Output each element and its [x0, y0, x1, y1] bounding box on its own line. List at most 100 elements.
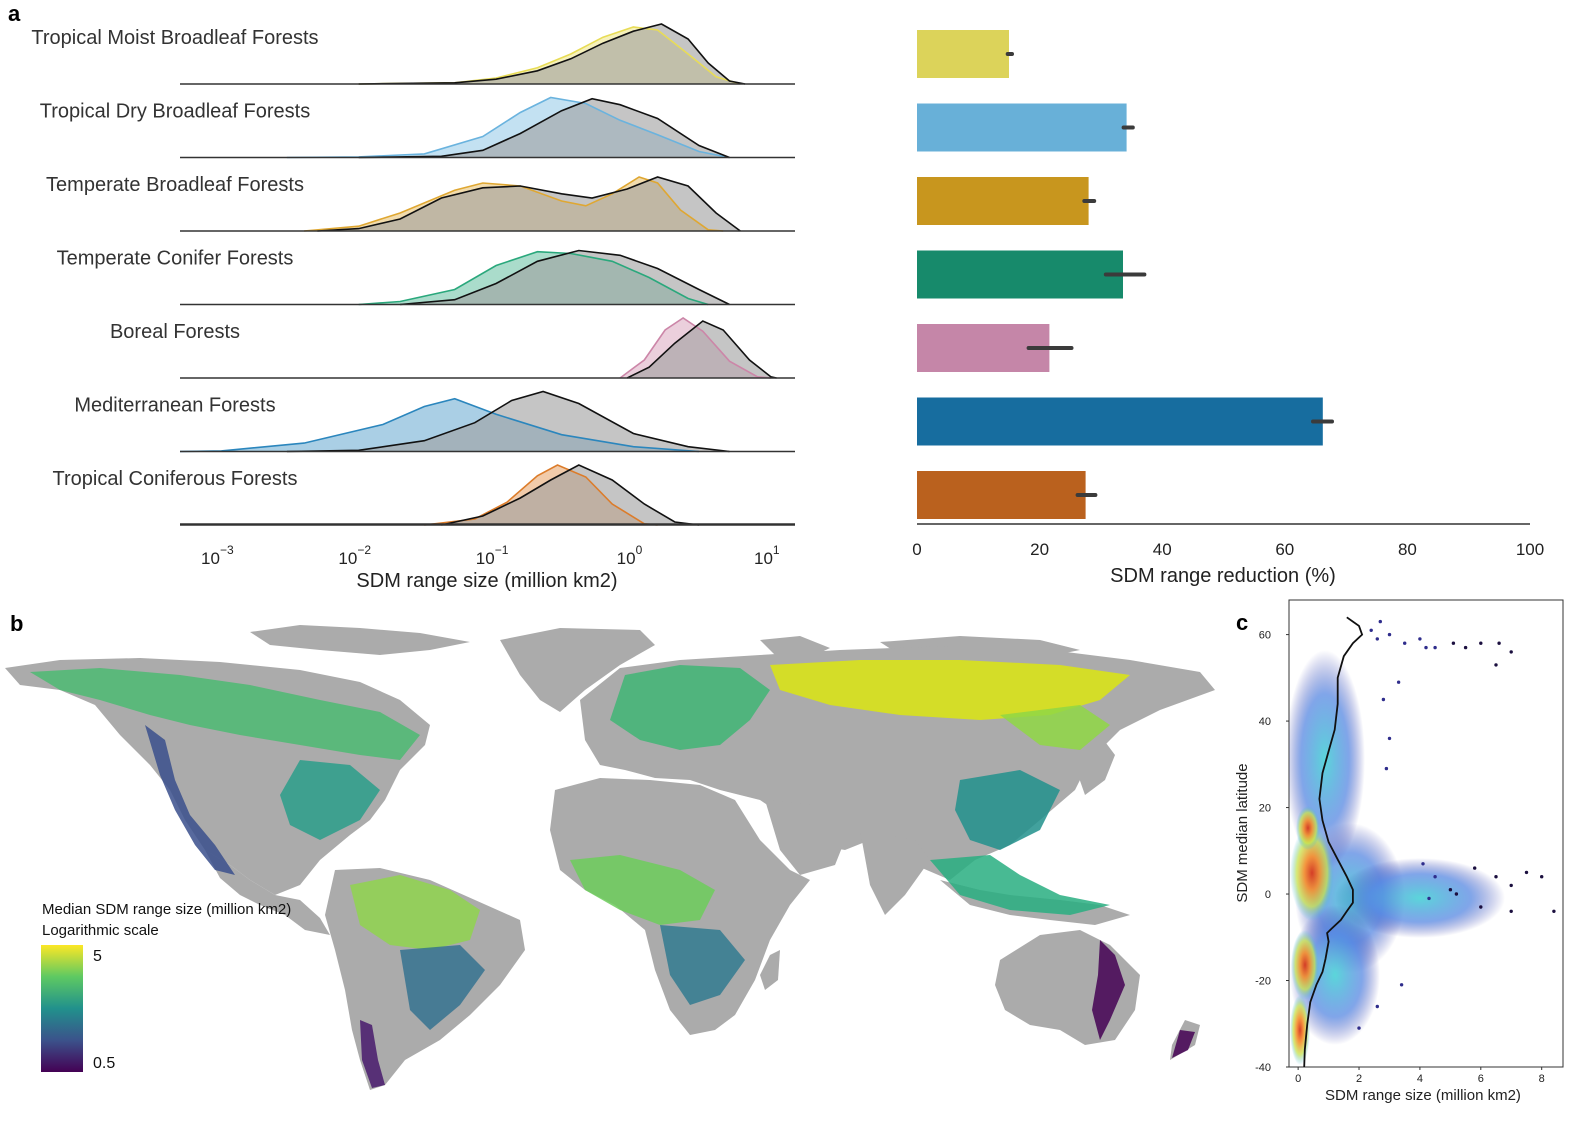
ridge-label-5: Mediterranean Forests: [74, 395, 275, 417]
scatter-y-tick-0: -40: [1255, 1062, 1271, 1074]
map-landmass-greenland: [500, 628, 655, 712]
density-core-tropics: [1290, 825, 1334, 921]
legend-title: Median SDM range size (million km2): [42, 901, 291, 918]
legend-max-label: 5: [93, 948, 102, 965]
scatter-point-18: [1421, 862, 1425, 866]
ridge-x-tick-3: 100: [617, 543, 643, 568]
scatter-y-tick-5: 60: [1259, 630, 1271, 642]
ridge-x-tick-1: 10−2: [338, 543, 371, 568]
map-forest-south-america-south: [400, 945, 485, 1030]
world-range-size-map: [5, 625, 1215, 1090]
scatter-trend-line: [1303, 616, 1364, 1067]
scatter-point-32: [1375, 1004, 1380, 1009]
panel-label-b: b: [10, 611, 23, 636]
density-equator-tail: [1335, 858, 1505, 938]
map-landmass-arctic-islands: [250, 625, 470, 655]
scatter-y-tick-3: 20: [1259, 803, 1271, 815]
scatter-point-23: [1509, 883, 1513, 888]
range-reduction-bar-chart: [917, 30, 1334, 519]
scatter-point-19: [1433, 875, 1437, 879]
ridge-density-plot: Tropical Moist Broadleaf Forests Tropical…: [31, 23, 795, 526]
bar-x-tick-4: 80: [1398, 540, 1417, 559]
scatter-y-tick-4: 40: [1259, 716, 1271, 728]
ridge-comparison-fill-1: [358, 98, 730, 158]
scatter-x-tick-0: 0: [1295, 1073, 1301, 1085]
scatter-point-21: [1473, 866, 1477, 870]
bar-x-tick-3: 60: [1275, 540, 1294, 559]
scatter-point-24: [1524, 870, 1529, 875]
ridge-label-3: Temperate Conifer Forests: [57, 248, 294, 270]
scatter-point-6: [1451, 641, 1456, 645]
ridge-comparison-line-3: [400, 249, 730, 306]
map-forest-east-australia: [1092, 940, 1125, 1040]
ridge-comparison-fill-4: [627, 321, 777, 378]
scatter-x-tick-4: 8: [1539, 1073, 1545, 1085]
bar-x-tick-1: 20: [1030, 540, 1049, 559]
density-core-south: [1291, 930, 1319, 1000]
ridge-label-1: Tropical Dry Broadleaf Forests: [40, 101, 310, 123]
map-forest-russian-far-east: [1000, 705, 1110, 750]
scatter-point-5: [1433, 645, 1437, 650]
scatter-point-14: [1396, 680, 1401, 684]
ridge-comparison-fill-0: [358, 24, 746, 84]
ridge-comparison-line-2: [317, 176, 741, 232]
scatter-x-tick-3: 6: [1478, 1073, 1484, 1085]
map-forest-southern-africa: [660, 925, 745, 1005]
map-landmass-arabia: [765, 800, 845, 875]
ridge-label-6: Tropical Coniferous Forests: [53, 468, 298, 490]
map-forest-boreal-north-america: [30, 668, 420, 760]
ridge-line-4: [619, 317, 771, 379]
ridge-line-3: [358, 250, 709, 306]
panel-label-a: a: [8, 1, 21, 26]
map-forest-siberia: [770, 660, 1130, 720]
bar-x-tick-0: 0: [912, 540, 921, 559]
legend-colorbar: [41, 945, 83, 1072]
ridge-label-0: Tropical Moist Broadleaf Forests: [31, 27, 318, 49]
scatter-y-axis-title: SDM median latitude: [1234, 763, 1251, 902]
map-forest-amazon: [350, 875, 480, 950]
bar-x-axis: 0 20 40 60 80 100: [912, 540, 1544, 559]
ridge-comparison-line-6: [441, 464, 700, 526]
ridge-x-tick-2: 10−1: [476, 543, 509, 568]
ridge-x-tick-0: 10−3: [201, 543, 234, 568]
map-landmass-japan: [1078, 735, 1115, 795]
bar-x-tick-2: 40: [1153, 540, 1172, 559]
ridge-comparison-fill-2: [317, 177, 741, 231]
map-legend: Median SDM range size (million km2) Loga…: [41, 901, 291, 1072]
legend-min-label: 0.5: [93, 1055, 115, 1072]
scatter-point-22: [1494, 875, 1498, 879]
bar-2: [917, 177, 1089, 225]
scatter-point-9: [1497, 641, 1501, 645]
ridge-comparison-fill-6: [441, 465, 699, 525]
scatter-point-2: [1387, 632, 1392, 637]
bar-x-axis-title: SDM range reduction (%): [1110, 565, 1336, 587]
scatter-point-28: [1509, 909, 1513, 913]
scatter-y-tick-2: 0: [1265, 889, 1271, 901]
legend-subtitle: Logarithmic scale: [42, 922, 159, 939]
scatter-x-axis-title: SDM range size (million km2): [1325, 1087, 1521, 1104]
ridge-line-5: [179, 397, 700, 453]
map-landmass-central-america: [205, 850, 330, 935]
map-forest-west-coast-north-america: [145, 725, 235, 875]
map-forest-se-asia: [930, 855, 1110, 915]
ridge-comparison-line-0: [358, 23, 746, 85]
map-landmass-madagascar: [760, 950, 780, 990]
scatter-point-29: [1454, 892, 1459, 896]
scatter-x-tick-2: 4: [1417, 1073, 1423, 1085]
scatter-points: [1303, 616, 1556, 1067]
scatter-point-12: [1378, 619, 1383, 624]
scatter-point-30: [1427, 896, 1431, 901]
scatter-point-7: [1463, 645, 1468, 650]
scatter-point-20: [1448, 888, 1453, 892]
bar-6: [917, 471, 1086, 519]
ridge-x-axis: 10−3 10−2 10−1 100 101: [180, 523, 795, 568]
scatter-point-13: [1424, 645, 1428, 650]
density-core-subtropics: [1296, 806, 1320, 850]
map-forest-eastern-north-america: [280, 760, 380, 840]
scatter-point-10: [1494, 663, 1498, 667]
scatter-point-4: [1418, 637, 1422, 641]
ridge-label-2: Temperate Broadleaf Forests: [46, 174, 304, 196]
scatter-point-11: [1509, 650, 1513, 654]
scatter-point-15: [1381, 697, 1386, 702]
